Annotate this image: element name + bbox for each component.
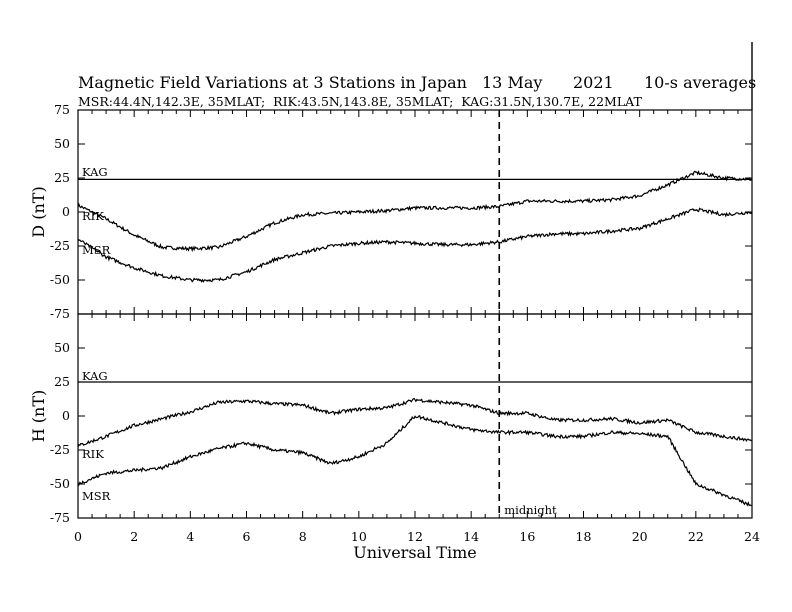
panel-h-label-msr: MSR <box>82 489 111 503</box>
series-line-rik <box>77 397 752 448</box>
x-tick-label: 14 <box>463 529 479 544</box>
x-tick-label: 22 <box>688 529 704 544</box>
stations-info: MSR:44.4N,142.3E, 35MLAT; RIK:43.5N,143.… <box>78 94 642 109</box>
panel-d-y-ticks: 75 50 25 0 -25 -50 -75 <box>50 102 752 321</box>
chart-title: Magnetic Field Variations at 3 Stations … <box>78 73 467 92</box>
x-tick-label: 20 <box>632 529 648 544</box>
panel-d-label-rik: RIK <box>82 209 104 223</box>
y-tick-label: 50 <box>54 136 70 151</box>
y-tick-label: -25 <box>50 442 70 457</box>
y-tick-label: 0 <box>62 204 70 219</box>
x-tick-label: 8 <box>299 529 307 544</box>
x-tick-label: 10 <box>351 529 367 544</box>
x-tick-label: 18 <box>576 529 592 544</box>
panel-h-ylabel: H (nT) <box>29 390 48 443</box>
chart-year: 2021 <box>573 73 614 92</box>
panel-h-series <box>77 381 753 507</box>
series-line-msr <box>77 415 753 507</box>
y-tick-label: -25 <box>50 238 70 253</box>
panel-d-label-kag: KAG <box>82 165 108 179</box>
x-tick-label: 2 <box>130 529 138 544</box>
panel-d-label-msr: MSR <box>82 243 111 257</box>
x-tick-label: 12 <box>407 529 423 544</box>
y-tick-label: 0 <box>62 408 70 423</box>
chart-averaging: 10-s averages <box>644 73 756 92</box>
x-tick-label: 6 <box>243 529 251 544</box>
y-tick-label: 25 <box>54 374 70 389</box>
panel-d-frame <box>77 109 753 315</box>
series-line-rik <box>77 170 753 253</box>
y-tick-label: -75 <box>50 510 70 525</box>
panel-h-label-rik: RIK <box>82 447 104 461</box>
x-axis-label: Universal Time <box>353 543 476 562</box>
x-tick-label: 24 <box>744 529 760 544</box>
panel-h: H (nT) 50 25 0 -25 -50 -75 KAG RIK MSR <box>29 313 753 525</box>
series-line-msr <box>77 207 753 283</box>
midnight-label: midnight <box>504 503 557 517</box>
y-tick-label: 75 <box>54 102 70 117</box>
panel-d-series <box>77 170 753 283</box>
panel-h-x-ticks <box>77 314 753 518</box>
x-tick-label: 4 <box>186 529 194 544</box>
y-tick-label: 25 <box>54 170 70 185</box>
y-tick-label: 50 <box>54 340 70 355</box>
y-tick-label: -50 <box>50 272 70 287</box>
panel-d: D (nT) 75 50 25 0 -25 -50 -75 KAG RIK MSR <box>29 102 753 321</box>
panel-d-x-ticks <box>77 110 753 314</box>
chart-date: 13 May <box>482 73 542 92</box>
x-tick-label: 0 <box>74 529 82 544</box>
panel-d-ylabel: D (nT) <box>29 186 48 237</box>
x-tick-label: 16 <box>519 529 535 544</box>
panel-h-y-ticks: 50 25 0 -25 -50 -75 <box>50 313 752 525</box>
y-tick-label: -50 <box>50 476 70 491</box>
x-tick-labels: 0 2 4 6 8 10 12 14 16 18 20 22 24 <box>74 529 760 544</box>
y-tick-label: -75 <box>50 306 70 321</box>
panel-h-label-kag: KAG <box>82 369 108 383</box>
